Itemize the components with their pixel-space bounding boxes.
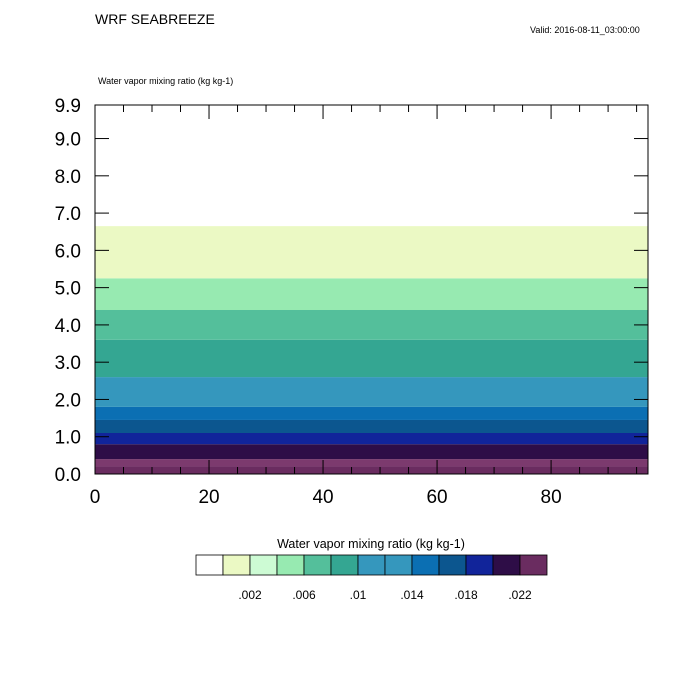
band-8 [95,310,648,340]
colorbar-label: .014 [400,588,424,602]
x-axis-tick-labels: 0 20 40 60 80 [90,487,562,508]
band-6 [95,377,648,407]
colorbar-label: .01 [350,588,367,602]
band-7 [95,339,648,378]
band-2 [95,444,648,460]
y-tick-label: 9.0 [55,130,81,151]
y-tick-label: 8.0 [55,167,81,188]
y-axis-tick-labels: 0.0 1.0 2.0 3.0 4.0 5.0 6.0 7.0 8.0 9.0 9.9 [55,96,81,486]
x-tick-label: 80 [541,487,562,508]
x-tick-label: 40 [312,487,333,508]
y-tick-label: 5.0 [55,279,81,300]
colorbar-box-0 [195,554,224,576]
colorbar-box-7 [384,554,413,576]
valid-time-label: Valid: 2016-08-11_03:00:00 [530,25,640,35]
colorbar-label: .018 [454,588,478,602]
colorbar-box-4 [303,554,332,576]
colorbar-box-5 [330,554,359,576]
axis-ticks [94,104,648,475]
colorbar-box-1 [222,554,251,576]
band-3 [95,433,648,445]
y-tick-label: 4.0 [55,316,81,337]
x-tick-label: 0 [90,487,101,508]
band-1 [95,459,648,467]
y-tick-label: 7.0 [55,204,81,225]
colorbar-box-8 [411,554,440,576]
y-tick-label: 3.0 [55,353,81,374]
band-10 [95,226,648,279]
colorbar-box-12 [519,554,548,576]
colorbar-box-11 [492,554,521,576]
chart-title: WRF SEABREEZE [95,11,215,27]
y-tick-label: 1.0 [55,428,81,449]
colorbar-label: .002 [238,588,262,602]
y-tick-label: 2.0 [55,390,81,411]
x-tick-label: 60 [426,487,447,508]
x-tick-label: 20 [198,487,219,508]
field-label: Water vapor mixing ratio (kg kg-1) [98,76,234,86]
colorbar: Water vapor mixing ratio (kg kg-1) .002.… [195,537,548,602]
band-5 [95,406,648,420]
contour-bands [95,226,648,474]
y-tick-label: 9.9 [55,96,81,117]
y-tick-label: 6.0 [55,241,81,262]
band-4 [95,419,648,433]
band-0 [95,466,648,474]
colorbar-box-3 [276,554,305,576]
colorbar-title: Water vapor mixing ratio (kg kg-1) [277,537,465,551]
y-tick-label: 0.0 [55,465,81,486]
colorbar-box-9 [438,554,467,576]
colorbar-label: .006 [292,588,316,602]
colorbar-box-10 [465,554,494,576]
colorbar-label: .022 [508,588,532,602]
colorbar-box-6 [357,554,386,576]
band-9 [95,278,648,310]
plot-frame [94,104,649,475]
colorbar-box-2 [249,554,278,576]
